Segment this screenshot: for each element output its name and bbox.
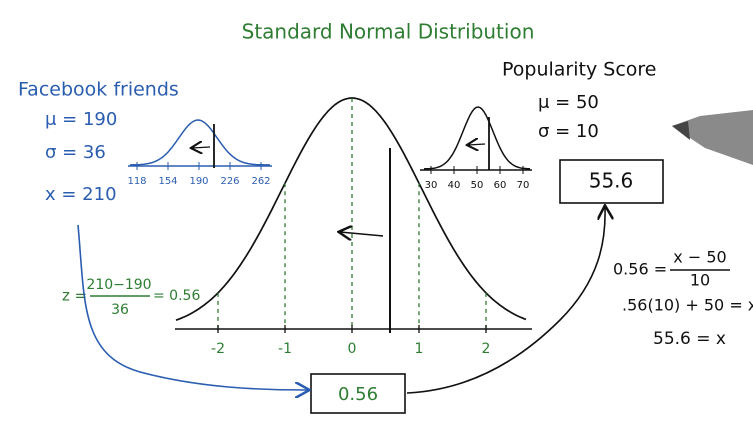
fb-x-arrow [192,147,211,148]
pop-x-arrow [468,144,486,145]
pop-curve [423,106,530,170]
popularity-sd: σ = 10 [538,121,599,142]
facebook-label: Facebook friends [18,79,179,101]
main-axis-label: -1 [278,341,292,357]
solution-numerator: x − 50 [673,248,726,267]
pop-axis-label: 30 [425,180,438,191]
title: Standard Normal Distribution [242,20,535,44]
score-box [559,159,664,204]
facebook-mean: μ = 190 [45,109,117,130]
fb-axis-label: 118 [127,176,146,187]
main-axis-label: 0 [348,341,357,357]
fb-axis-label: 226 [220,176,239,187]
arrow-to-z [77,224,308,390]
popularity-mean: μ = 50 [538,92,599,113]
main-axis-label: -2 [211,341,225,357]
arrow-to-score [406,207,605,394]
fb-axis-label: 154 [158,176,177,187]
pop-axis-label: 60 [494,180,507,191]
main-curve [175,97,527,321]
z-denominator: 36 [111,302,129,318]
facebook-x: x = 210 [45,184,117,205]
solution-denominator: 10 [690,271,710,290]
solution-lhs: 0.56 = [613,260,667,279]
facebook-sd: σ = 36 [45,142,106,163]
fb-curve [130,119,271,166]
fb-axis-label: 190 [189,176,208,187]
pop-axis-label: 70 [517,180,530,191]
score-box-value: 55.6 [589,169,634,193]
z-result: = 0.56 [153,288,200,304]
solution-line2: .56(10) + 50 = x [622,296,753,315]
pen [672,110,753,165]
solution-line3: 55.6 = x [653,329,726,349]
main-axis-label: 1 [415,341,424,357]
z-box-value: 0.56 [338,384,378,405]
z-numerator: 210−190 [86,277,151,293]
pop-axis-label: 40 [448,180,461,191]
popularity-label: Popularity Score [502,59,656,81]
fb-axis-label: 262 [251,176,270,187]
main-z-arrow [340,232,384,236]
pop-axis-label: 50 [471,180,484,191]
main-axis-label: 2 [482,341,491,357]
z-lhs: z = [62,287,87,305]
